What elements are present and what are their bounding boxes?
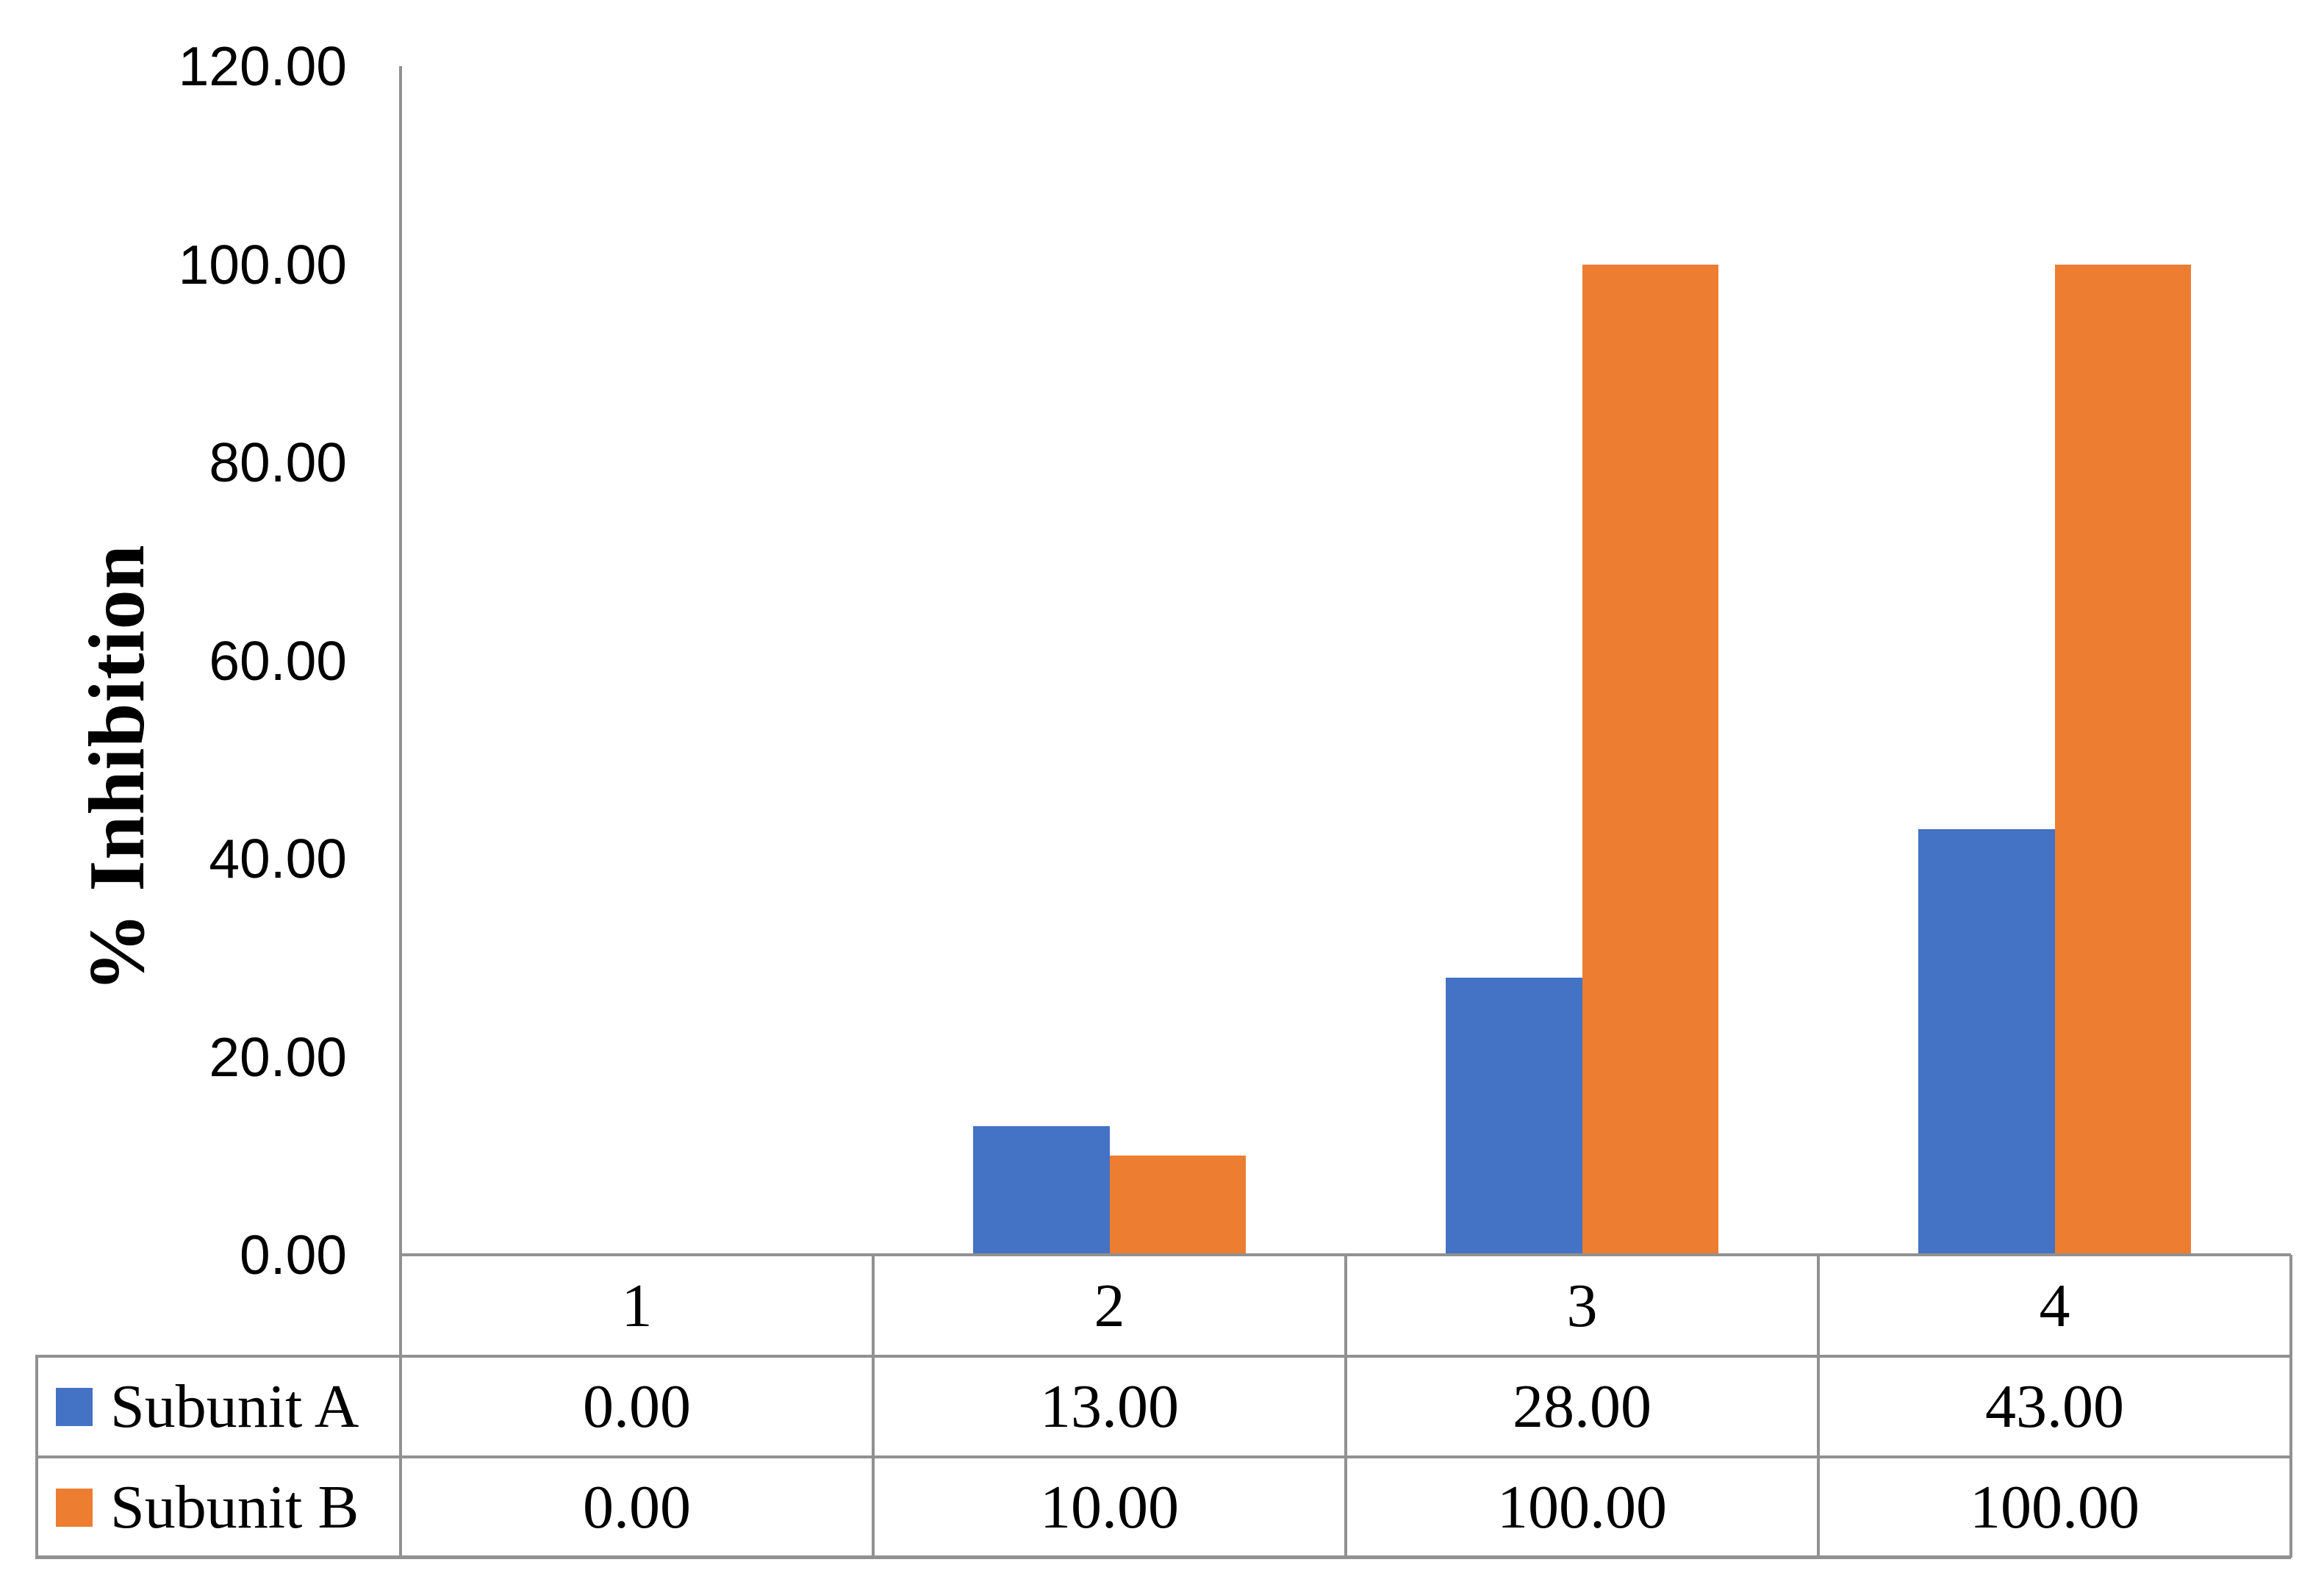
plot-area [401, 66, 2291, 1255]
table-value-subunit-b-category-3: 100.00 [1497, 1473, 1667, 1541]
table-value-subunit-a-category-1: 0.00 [583, 1372, 691, 1441]
table-value-subunit-b-category-2: 10.00 [1040, 1473, 1179, 1541]
bar-subunit-b-category-3 [1582, 264, 1719, 1255]
legend-swatch-subunit-a [56, 1387, 93, 1426]
table-header-category-2: 2 [1094, 1271, 1125, 1340]
category-slot-2 [873, 66, 1346, 1255]
y-axis-tick-label: 40.00 [209, 828, 347, 889]
table-row-line-1 [37, 1355, 2291, 1358]
table-value-subunit-a-category-3: 28.00 [1513, 1372, 1651, 1441]
bar-subunit-b-category-2 [1109, 1156, 1247, 1255]
table-header-category-1: 1 [621, 1271, 653, 1340]
y-axis-tick-label: 80.00 [209, 431, 347, 493]
bar-subunit-b-category-4 [2054, 264, 2192, 1255]
table-header-category-3: 3 [1566, 1271, 1598, 1340]
table-right-border [2289, 1255, 2292, 1558]
table-column-line-3 [1817, 1255, 1820, 1558]
table-left-border [35, 1355, 38, 1559]
bar-subunit-a-category-4 [1918, 828, 2055, 1255]
category-slot-1 [401, 66, 873, 1255]
table-value-subunit-a-category-4: 43.00 [1985, 1372, 2124, 1441]
data-table: 1 2 3 4 Subunit A 0.00 13.00 28.00 43.00 Subunit … [37, 1255, 2291, 1558]
category-slot-3 [1346, 66, 1818, 1255]
table-row-line-2 [37, 1455, 2291, 1458]
table-bottom-border [37, 1555, 2291, 1559]
y-axis-tick-label: 120.00 [178, 35, 347, 97]
table-value-subunit-b-category-1: 0.00 [583, 1473, 691, 1541]
y-axis-tick-label: 0.00 [240, 1224, 347, 1286]
y-axis-line [399, 66, 402, 1559]
y-axis-tick-labels: 120.00 100.00 80.00 60.00 40.00 20.00 0.00 [0, 0, 347, 1590]
y-axis-tick-label: 20.00 [209, 1025, 347, 1088]
legend-label-subunit-a: Subunit A [110, 1372, 359, 1441]
table-value-subunit-b-category-4: 100.00 [1970, 1473, 2140, 1541]
table-value-subunit-a-category-2: 13.00 [1040, 1372, 1179, 1441]
y-axis-tick-label: 60.00 [209, 629, 347, 692]
table-column-line-1 [872, 1255, 875, 1558]
bar-subunit-a-category-3 [1445, 977, 1582, 1255]
category-slot-4 [1818, 66, 2291, 1255]
legend-cell-subunit-a: Subunit A [37, 1356, 401, 1457]
legend-label-subunit-b: Subunit B [110, 1473, 359, 1541]
legend-cell-subunit-b: Subunit B [37, 1457, 401, 1558]
bar-subunit-a-category-2 [972, 1125, 1110, 1255]
legend-swatch-subunit-b [56, 1488, 93, 1527]
table-column-line-2 [1344, 1255, 1347, 1558]
y-axis-tick-label: 100.00 [178, 233, 347, 296]
table-header-category-4: 4 [2039, 1271, 2070, 1340]
